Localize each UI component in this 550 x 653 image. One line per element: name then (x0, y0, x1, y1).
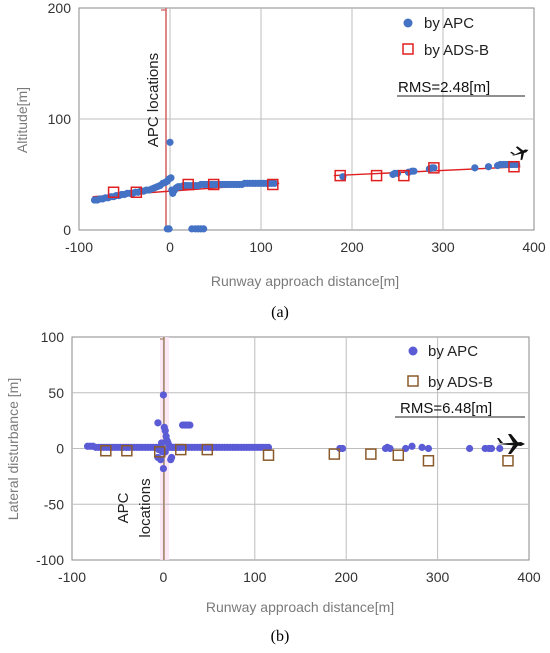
x-tick-label-b: 200 (335, 569, 359, 585)
adsb-point-a (107, 186, 120, 199)
x-tick-label-a: 0 (166, 239, 174, 255)
rms-annotation-a: RMS=2.48[m] (398, 79, 490, 96)
adsb-point-b (262, 449, 275, 461)
apc-point-a (167, 174, 175, 182)
apc-point-b (159, 391, 167, 399)
legend-a: by APC by ADS-B RMS=2.48[m] (397, 15, 525, 97)
y-axis-title-b: Lateral disturbance [m] (5, 378, 21, 520)
adsb-point-b (422, 455, 435, 467)
apc-point-a (471, 164, 479, 172)
apc-point-b (418, 443, 426, 451)
apc-point-b (424, 444, 433, 453)
adsb-point-a (428, 162, 440, 174)
y-tick-label-b: -50 (44, 496, 64, 512)
apc-point-b (386, 444, 394, 453)
y-axis-title-a: Altitude[m] (14, 87, 30, 153)
apc-point-b (408, 442, 416, 450)
adsb-point-b (502, 455, 514, 467)
rms-annotation-b: RMS=6.48[m] (400, 400, 492, 417)
tick-labels-b: -100 0 100 200 300 400 -100 -50 0 50 100 (36, 329, 541, 585)
y-tick-label-b: 50 (48, 385, 64, 401)
apc-point-b (496, 444, 504, 453)
legend-apc-marker-a (403, 18, 413, 28)
apc-point-a (165, 225, 173, 233)
apc-point-b (167, 456, 175, 464)
y-tick-label-a: 0 (63, 222, 71, 238)
legend-apc-label-a: by APC (424, 15, 474, 32)
legend-adsb-label-b: by ADS-B (428, 374, 493, 391)
adsb-point-a (130, 186, 143, 199)
legend-adsb-label-a: by ADS-B (424, 42, 489, 59)
apc-point-b (186, 421, 194, 429)
x-tick-label-a: -100 (65, 239, 93, 255)
x-axis-title-a: Runway approach distance[m] (211, 273, 399, 289)
adsb-point-a (182, 178, 194, 191)
adsb-point-b (328, 448, 341, 460)
y-tick-label-b: 0 (56, 441, 64, 457)
apc-point-a (410, 167, 418, 175)
x-tick-label-a: 400 (522, 239, 546, 255)
apc-point-b (487, 444, 496, 453)
adsb-point-b (100, 444, 112, 457)
apc-point-a (271, 179, 279, 187)
apc-point-b (264, 443, 273, 451)
legend-adsb-marker-a (402, 43, 414, 55)
x-tick-label-a: 300 (431, 239, 455, 255)
adsb-point-a (370, 169, 383, 182)
adsb-point-a (207, 178, 220, 191)
adsb-point-b (153, 446, 166, 458)
apc-point-b (465, 444, 474, 453)
y-tick-label-a: 200 (48, 0, 72, 16)
adsb-point-b (201, 443, 214, 456)
adsb-point-b (121, 444, 133, 457)
caption-b: (b) (271, 628, 290, 645)
airplane-icon-a (510, 146, 529, 161)
apc-point-b (161, 427, 169, 435)
apc-point-b (154, 419, 162, 427)
adsb-point-b (175, 443, 187, 456)
apc-locations-label-b2: locations (137, 478, 154, 537)
x-tick-label-a: 200 (340, 239, 364, 255)
airplane-icon-b (497, 434, 525, 454)
apc-locations-label-b1: APC (115, 492, 132, 523)
apc-point-b (159, 464, 167, 473)
x-tick-label-b: 400 (517, 569, 541, 585)
x-tick-label-a: 100 (249, 239, 273, 255)
apc-point-a (430, 164, 438, 172)
adsb-point-a (398, 169, 410, 182)
adsb-point-b (365, 448, 377, 460)
legend-apc-marker-b (408, 346, 418, 356)
x-tick-label-b: 300 (426, 569, 450, 585)
x-tick-label-b: 0 (160, 569, 168, 585)
adsb-point-a (267, 178, 279, 191)
apc-point-b (338, 444, 347, 453)
caption-a: (a) (271, 304, 289, 321)
marks-a (90, 138, 521, 233)
legend-b: by APC by ADS-B RMS=6.48[m] (395, 343, 525, 418)
legend-apc-label-b: by APC (428, 343, 478, 360)
x-tick-label-b: -100 (58, 569, 86, 585)
marks-b (83, 391, 514, 473)
panel-b: APC locations -100 0 100 200 300 400 -100 -50 0 5… (5, 329, 541, 645)
y-tick-label-b: 100 (41, 329, 65, 345)
adsb-point-b (392, 449, 405, 461)
x-axis-title-b: Runway approach distance[m] (206, 599, 394, 615)
apc-point-a (200, 225, 208, 233)
adsb-point-a (508, 160, 520, 173)
apc-point-b (157, 456, 165, 464)
legend-adsb-marker-b (407, 375, 419, 387)
adsb-point-a (334, 169, 346, 182)
x-tick-label-b: 100 (243, 569, 267, 585)
apc-point-a (484, 163, 493, 171)
apc-locations-label-a: APC locations (145, 53, 162, 147)
y-tick-label-b: -100 (36, 552, 64, 568)
y-tick-label-a: 100 (48, 111, 72, 127)
apc-point-b (157, 439, 166, 447)
apc-point-a (166, 138, 174, 146)
